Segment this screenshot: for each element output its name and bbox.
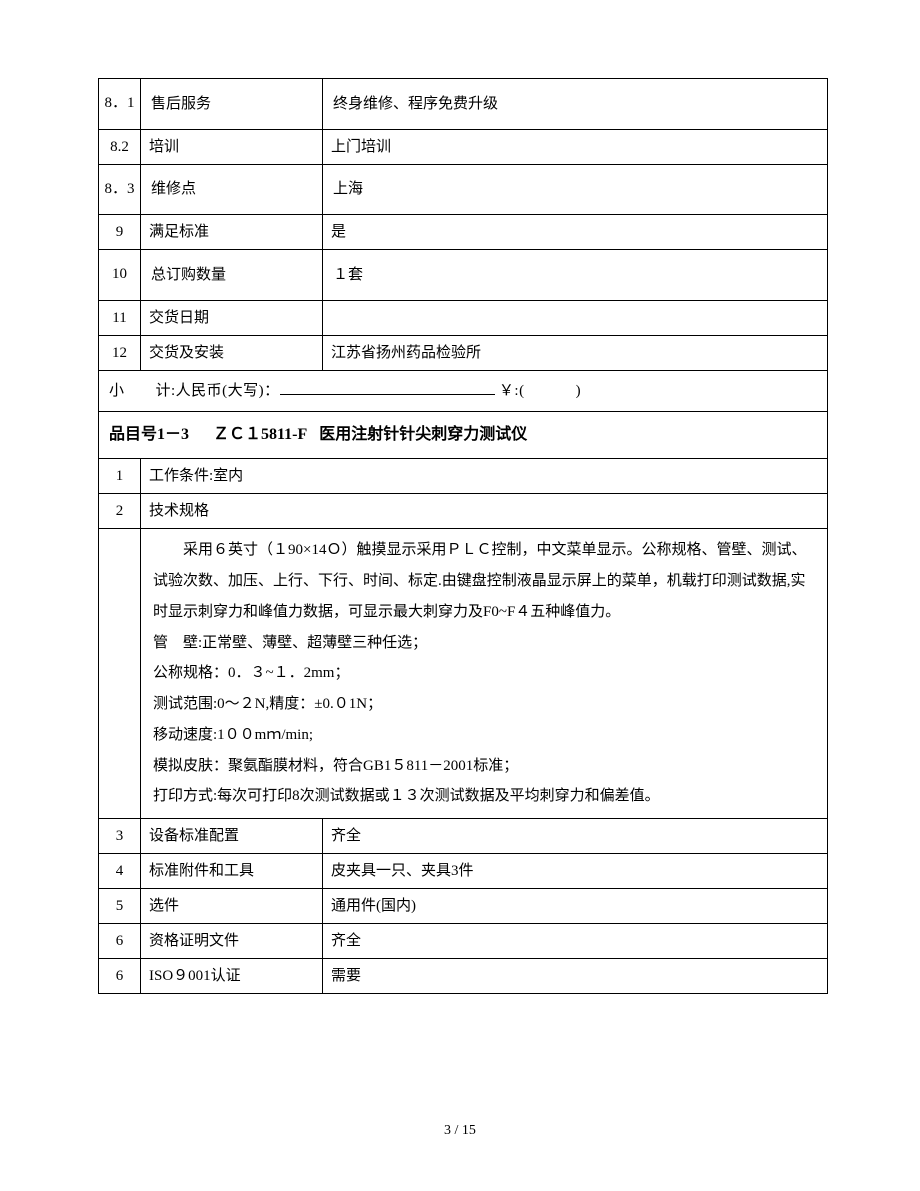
row-num: 12 — [99, 335, 141, 370]
row-value: 皮夹具一只、夹具3件 — [323, 854, 828, 889]
row-label: 交货日期 — [141, 300, 323, 335]
row-num-empty — [99, 529, 141, 819]
row-label: 交货及安装 — [141, 335, 323, 370]
page-number: 3 / 15 — [0, 1123, 920, 1139]
row-num: 3 — [99, 819, 141, 854]
spec-line: 模拟皮肤：聚氨酯膜材料，符合GB1５811－2001标准； — [153, 751, 807, 782]
row-value: 需要 — [323, 959, 828, 994]
row-value — [323, 300, 828, 335]
row-num: 8.2 — [99, 129, 141, 164]
row-num: 2 — [99, 494, 141, 529]
table-row: 8.2培训上门培训 — [99, 129, 828, 164]
tech-spec-label-row: 2 技术规格 — [99, 494, 828, 529]
row-num: 4 — [99, 854, 141, 889]
row-label: 资格证明文件 — [141, 924, 323, 959]
row-label: 维修点 — [141, 164, 323, 215]
row-label: 选件 — [141, 889, 323, 924]
tech-spec-detail-row: 采用６英寸（１90×14Ｏ）触摸显示采用ＰＬＣ控制，中文菜单显示。公称规格、管壁… — [99, 529, 828, 819]
tech-spec-content: 采用６英寸（１90×14Ｏ）触摸显示采用ＰＬＣ控制，中文菜单显示。公称规格、管壁… — [141, 529, 828, 819]
spec-line: 公称规格：0．３~１．2mm； — [153, 658, 807, 689]
row-num: 8．3 — [99, 164, 141, 215]
subtotal-text: 小 计:人民币(大写)： ￥:( ) — [109, 383, 581, 399]
row-label: 满足标准 — [141, 215, 323, 250]
page-container: 8．1售后服务终身维修、程序免费升级8.2培训上门培训8．3维修点上海9满足标准… — [0, 0, 920, 994]
row-value: 上门培训 — [323, 129, 828, 164]
row-num: 8．1 — [99, 79, 141, 130]
table-row: 10总订购数量１套 — [99, 250, 828, 301]
table-row: 4标准附件和工具皮夹具一只、夹具3件 — [99, 854, 828, 889]
table-row: 3设备标准配置齐全 — [99, 819, 828, 854]
row-num: 1 — [99, 459, 141, 494]
row-value: 齐全 — [323, 819, 828, 854]
work-condition-row: 1 工作条件:室内 — [99, 459, 828, 494]
row-label: 工作条件:室内 — [141, 459, 828, 494]
row-value: １套 — [323, 250, 828, 301]
spec-line: 打印方式:每次可打印8次测试数据或１３次测试数据及平均刺穿力和偏差值。 — [153, 781, 807, 812]
row-num: 11 — [99, 300, 141, 335]
row-label: ISO９001认证 — [141, 959, 323, 994]
row-value: 通用件(国内) — [323, 889, 828, 924]
row-value: 上海 — [323, 164, 828, 215]
row-num: 9 — [99, 215, 141, 250]
table-row: 8．3维修点上海 — [99, 164, 828, 215]
row-num: 5 — [99, 889, 141, 924]
section-name: 医用注射针针尖刺穿力测试仪 — [319, 426, 527, 443]
table-row: 9满足标准是 — [99, 215, 828, 250]
row-num: 10 — [99, 250, 141, 301]
spec-line: 移动速度:1００mｍ/min; — [153, 720, 807, 751]
section-model: ＺＣ１5811-F — [213, 426, 307, 443]
spec-line: 管 壁:正常壁、薄壁、超薄壁三种任选； — [153, 628, 807, 659]
row-label: 培训 — [141, 129, 323, 164]
section-item-no: 品目号1－3 — [109, 426, 189, 443]
table-row: 8．1售后服务终身维修、程序免费升级 — [99, 79, 828, 130]
section-header-row: 品目号1－3 ＺＣ１5811-F 医用注射针针尖刺穿力测试仪 — [99, 412, 828, 459]
subtotal-currency-open: ￥:( — [499, 383, 525, 399]
row-label: 技术规格 — [141, 494, 828, 529]
table-row: 5选件通用件(国内) — [99, 889, 828, 924]
row-value: 江苏省扬州药品检验所 — [323, 335, 828, 370]
row-label: 设备标准配置 — [141, 819, 323, 854]
row-num: 6 — [99, 924, 141, 959]
subtotal-currency-close: ) — [576, 383, 582, 399]
row-value: 是 — [323, 215, 828, 250]
row-label: 售后服务 — [141, 79, 323, 130]
subtotal-prefix: 小 计:人民币(大写)： — [109, 383, 280, 399]
row-label: 标准附件和工具 — [141, 854, 323, 889]
subtotal-row: 小 计:人民币(大写)： ￥:( ) — [99, 370, 828, 412]
spec-line: 测试范围:0～２N,精度：±0.０1N； — [153, 689, 807, 720]
row-value: 齐全 — [323, 924, 828, 959]
main-table: 8．1售后服务终身维修、程序免费升级8.2培训上门培训8．3维修点上海9满足标准… — [98, 78, 828, 994]
table-row: 11交货日期 — [99, 300, 828, 335]
row-value: 终身维修、程序免费升级 — [323, 79, 828, 130]
spec-line: 采用６英寸（１90×14Ｏ）触摸显示采用ＰＬＣ控制，中文菜单显示。公称规格、管壁… — [153, 535, 807, 627]
row-num: 6 — [99, 959, 141, 994]
table-row: 6ISO９001认证需要 — [99, 959, 828, 994]
row-label: 总订购数量 — [141, 250, 323, 301]
table-row: 12交货及安装江苏省扬州药品检验所 — [99, 335, 828, 370]
table-row: 6资格证明文件齐全 — [99, 924, 828, 959]
subtotal-blank — [280, 380, 495, 395]
